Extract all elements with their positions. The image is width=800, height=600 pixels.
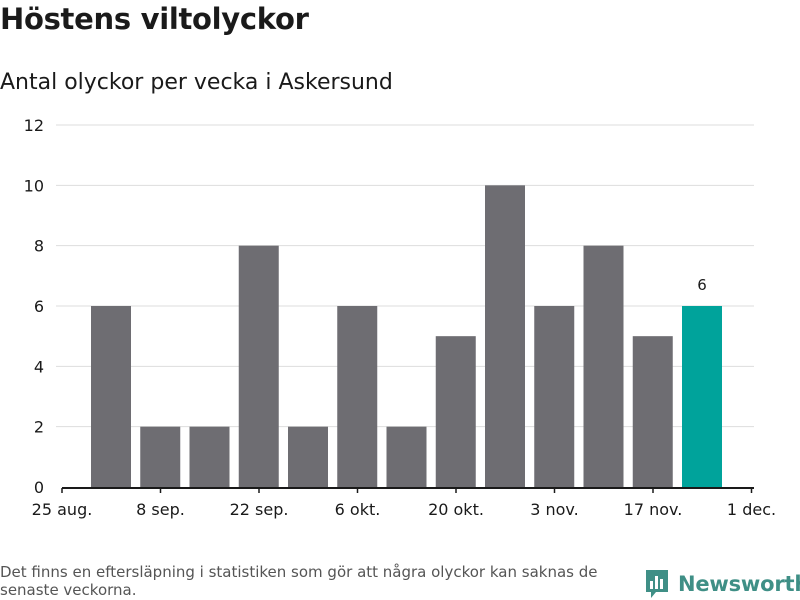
- bar: [485, 185, 525, 488]
- bar: [189, 426, 230, 487]
- y-tick-label: 12: [24, 116, 44, 135]
- bar: [583, 245, 624, 487]
- newsworthy-logo-icon: [646, 570, 668, 598]
- bar: [140, 426, 181, 487]
- bar: [632, 336, 673, 487]
- y-tick-label: 6: [34, 297, 44, 316]
- y-tick-label: 4: [34, 357, 44, 376]
- y-tick-label: 10: [24, 176, 44, 195]
- bar: [337, 306, 378, 487]
- bar: [91, 306, 131, 487]
- y-tick-label: 8: [34, 237, 44, 256]
- bar: [386, 426, 427, 487]
- x-tick-label: 20 okt.: [428, 500, 484, 519]
- brand: Newsworthy: [644, 568, 800, 600]
- x-tick-label: 6 okt.: [335, 500, 381, 519]
- footnote: Det finns en eftersläpning i statistiken…: [0, 563, 598, 599]
- bar-chart: 0 2 4 6 8 10 12 6 25 aug. 8 sep. 22 sep. 6 okt. 20 o…: [24, 116, 776, 519]
- x-tick-label: 3 nov.: [530, 500, 579, 519]
- bar: [238, 245, 279, 487]
- bar: [534, 306, 575, 487]
- bar: [435, 336, 476, 487]
- x-tick-label: 25 aug.: [32, 500, 93, 519]
- chart-title: Höstens viltolyckor: [0, 2, 309, 36]
- brand-name: Newsworthy: [678, 572, 800, 596]
- x-tick-label: 8 sep.: [136, 500, 185, 519]
- y-tick-label: 0: [34, 478, 44, 497]
- bar: [682, 306, 722, 487]
- chart-subtitle: Antal olyckor per vecka i Askersund: [0, 70, 393, 95]
- y-tick-label: 2: [34, 418, 44, 437]
- x-tick-label: 1 dec.: [727, 500, 776, 519]
- bar: [288, 426, 328, 487]
- data-label: 6: [697, 276, 707, 294]
- x-tick-label: 22 sep.: [230, 500, 289, 519]
- x-tick-label: 17 nov.: [624, 500, 683, 519]
